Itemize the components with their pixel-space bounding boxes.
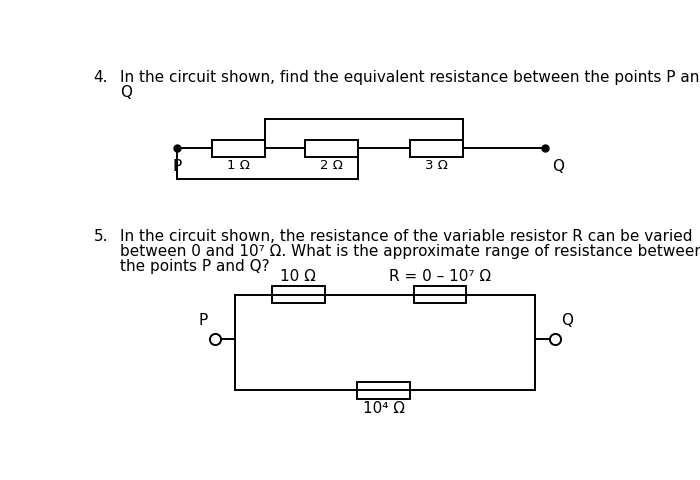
Text: 1 Ω: 1 Ω [228,159,250,172]
Text: 4.: 4. [94,70,108,85]
Text: In the circuit shown, find the equivalent resistance between the points P and: In the circuit shown, find the equivalen… [120,70,700,85]
Text: Q: Q [120,85,132,100]
Text: In the circuit shown, the resistance of the variable resistor R can be varied: In the circuit shown, the resistance of … [120,228,692,243]
Text: 2 Ω: 2 Ω [320,159,343,172]
Bar [305,140,358,157]
Text: R = 0 – 10⁷ Ω: R = 0 – 10⁷ Ω [389,269,491,284]
Bar [212,140,265,157]
Text: P: P [172,159,181,174]
Text: 3 Ω: 3 Ω [425,159,448,172]
Text: 5.: 5. [94,228,108,243]
Text: the points P and Q?: the points P and Q? [120,259,270,275]
Bar [357,382,410,399]
Text: Q: Q [552,159,564,174]
Text: P: P [198,313,208,328]
Text: Q: Q [561,313,573,328]
Bar [272,286,325,303]
Bar [410,140,463,157]
Text: 10 Ω: 10 Ω [281,269,316,284]
Text: between 0 and 10⁷ Ω. What is the approximate range of resistance between: between 0 and 10⁷ Ω. What is the approxi… [120,244,700,259]
Bar [414,286,466,303]
Text: 10⁴ Ω: 10⁴ Ω [363,401,405,416]
